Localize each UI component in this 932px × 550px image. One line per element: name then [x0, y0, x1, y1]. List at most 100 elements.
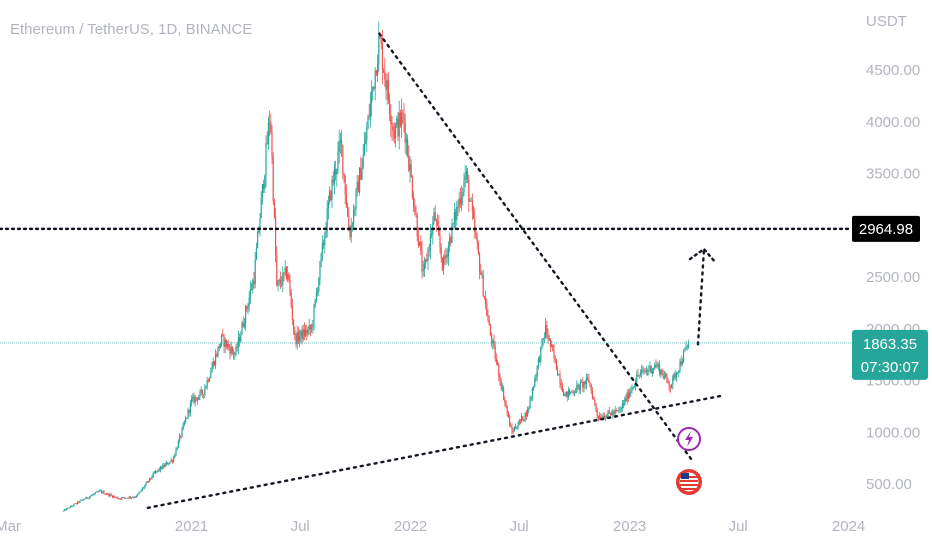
candle-body — [577, 384, 579, 386]
candle-body — [155, 471, 157, 473]
candle-body — [345, 194, 347, 207]
candle-body — [110, 494, 112, 496]
candle-body — [77, 501, 79, 504]
candle-body — [413, 197, 415, 207]
candle-body — [686, 346, 688, 348]
candle-body — [63, 509, 65, 511]
candle-body — [216, 354, 218, 357]
candle-body — [171, 459, 173, 462]
candle-body — [219, 343, 221, 349]
candle-body — [329, 190, 331, 202]
candle-body — [366, 128, 368, 141]
candle-body — [489, 325, 491, 335]
candle-body — [245, 306, 247, 324]
candle-body — [71, 506, 73, 507]
candle-body — [614, 410, 616, 414]
candle-body — [191, 398, 193, 403]
candle-body — [222, 334, 224, 336]
projection-arrow-line[interactable] — [696, 247, 706, 346]
candle-body — [669, 387, 671, 389]
candle-body — [673, 373, 675, 377]
candle-body — [175, 449, 177, 456]
candle-body — [476, 237, 478, 244]
candle-body — [297, 331, 299, 341]
badges[interactable] — [676, 427, 702, 495]
candle-body — [638, 375, 640, 376]
candle-body — [209, 377, 211, 382]
trend-line[interactable] — [378, 32, 694, 462]
candle-body — [594, 399, 596, 404]
candle-body — [127, 497, 129, 499]
candle-body — [545, 324, 547, 338]
candle-body — [314, 299, 316, 306]
trend-line[interactable] — [146, 394, 722, 510]
projection-arrow-head[interactable] — [688, 247, 718, 265]
time-axis[interactable]: Mar 2021 Jul 2022 Jul 2023 Jul 2024 — [0, 518, 865, 535]
price-axis-currency: USDT — [866, 13, 907, 30]
drawings[interactable] — [0, 32, 854, 510]
candle-body — [146, 481, 148, 483]
candle-body — [597, 415, 599, 419]
candle-body — [620, 408, 622, 410]
candle-body — [353, 209, 355, 225]
candle-body — [307, 329, 309, 334]
candle-body — [79, 500, 81, 503]
candle-body — [227, 344, 229, 347]
candle-body — [507, 412, 509, 417]
candle-body — [289, 279, 291, 293]
candle-body — [463, 179, 465, 192]
candle-body — [156, 471, 158, 472]
time-tick-label: Jul — [510, 518, 529, 535]
candle-body — [230, 347, 232, 354]
candle-body — [517, 425, 519, 429]
candle-body — [497, 361, 499, 366]
candle-body — [397, 118, 399, 137]
us-flag-badge[interactable] — [676, 469, 702, 495]
candle-body — [527, 409, 529, 417]
candle-body — [363, 143, 365, 155]
candle-body — [373, 86, 375, 89]
candle-body — [546, 324, 548, 334]
candle-body — [575, 392, 577, 394]
candle-body — [564, 394, 566, 396]
candle-body — [433, 212, 435, 223]
candle-body — [90, 495, 92, 497]
candle-body — [399, 112, 401, 126]
candle-body — [494, 346, 496, 359]
candle-body — [301, 330, 303, 340]
candle-body — [261, 184, 263, 198]
candle-body — [495, 358, 497, 362]
candle-body — [483, 296, 485, 299]
candle-body — [661, 369, 663, 375]
candle-body — [451, 223, 453, 243]
candle-body — [263, 184, 265, 190]
candle-body — [396, 118, 398, 126]
candle-body — [125, 497, 127, 499]
candle-body — [189, 402, 191, 413]
candle-body — [668, 382, 670, 388]
candle-body — [267, 122, 269, 144]
candle-body — [422, 269, 424, 272]
candle-body — [629, 392, 631, 399]
candle-body — [602, 416, 604, 418]
candle-body — [411, 177, 413, 198]
candle-body — [403, 113, 405, 123]
candle-body — [381, 43, 383, 70]
candle-body — [414, 206, 416, 213]
candle-body — [182, 424, 184, 429]
candle-body — [672, 376, 674, 385]
candle-body — [516, 428, 518, 429]
candle-body — [657, 364, 659, 366]
candle-body — [647, 370, 649, 371]
candle-body — [135, 495, 137, 498]
candle-body — [89, 496, 91, 499]
candle-body — [294, 330, 296, 336]
lightning-badge[interactable] — [677, 427, 701, 451]
candle-body — [311, 327, 313, 330]
candle-body — [531, 388, 533, 397]
candle-body — [537, 358, 539, 366]
price-axis[interactable]: 4500.004000.003500.003000.002500.002000.… — [866, 62, 920, 493]
price-tick-label: 3500.00 — [866, 166, 920, 183]
